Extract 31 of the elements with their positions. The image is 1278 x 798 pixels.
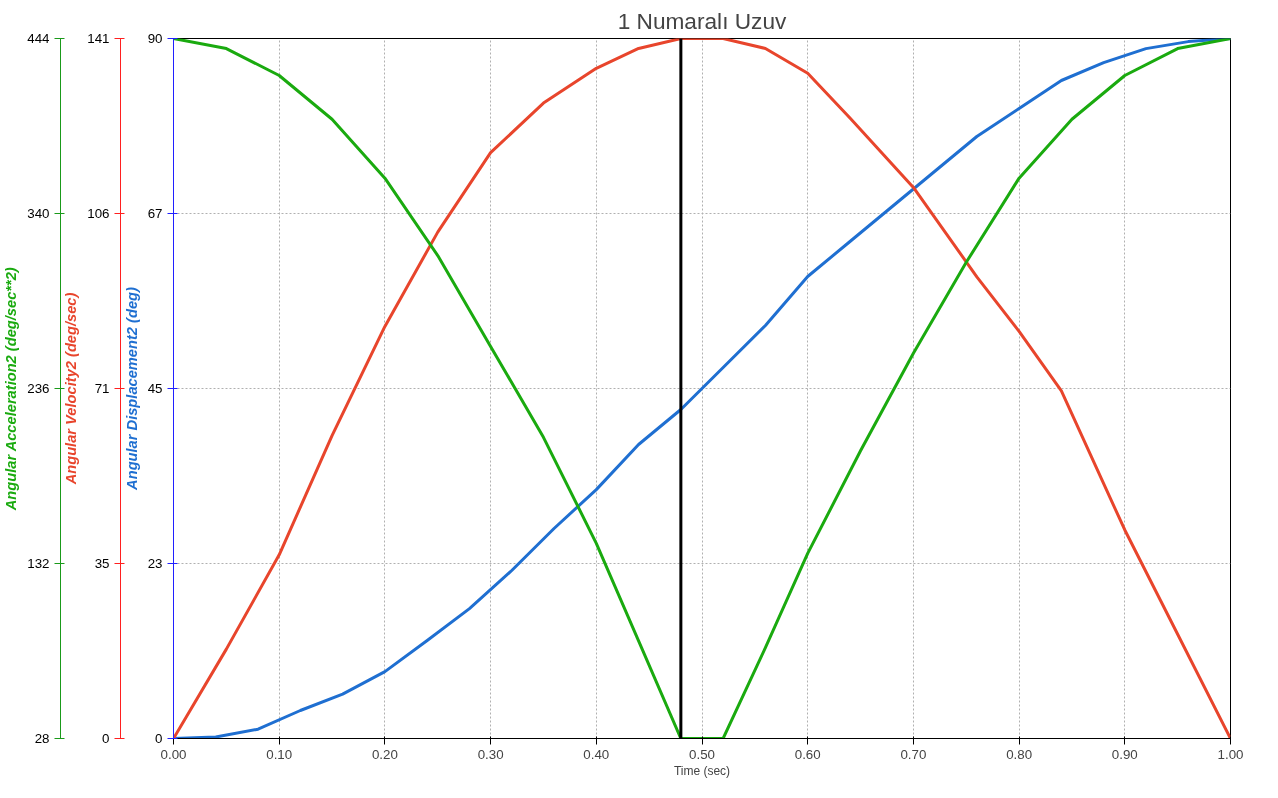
x-tick-label: 1.00 <box>1217 746 1244 762</box>
y2-axis-title: Angular Acceleration2 (deg/sec**2) <box>3 267 20 512</box>
x-tick-label: 0.50 <box>689 746 715 762</box>
y3-tick-label: 35 <box>94 556 110 571</box>
y-axis-title: Angular Displacement2 (deg) <box>123 286 140 491</box>
x-tick-label: 0.60 <box>794 746 821 762</box>
y-tick-label: 45 <box>147 381 163 396</box>
y2-tick-label: 340 <box>27 206 50 221</box>
x-tick-label: 0.00 <box>160 746 187 762</box>
y3-tick-label: 106 <box>87 206 110 221</box>
chart-title: 1 Numaralı Uzuv <box>617 7 788 34</box>
y2-tick-label: 236 <box>27 381 50 396</box>
y-tick-label: 90 <box>147 31 163 46</box>
x-tick-label: 0.30 <box>477 746 504 762</box>
y2-tick-label: 132 <box>27 556 50 571</box>
y3-tick-label: 0 <box>102 731 110 746</box>
x-tick-label: 0.70 <box>900 746 927 762</box>
y3-tick-label: 141 <box>87 31 110 46</box>
y-tick-label: 67 <box>147 206 163 221</box>
y-tick-label: 0 <box>155 731 163 746</box>
x-tick-label: 0.40 <box>583 746 610 762</box>
x-tick-label: 0.80 <box>1006 746 1033 762</box>
x-tick-label: 0.20 <box>371 746 398 762</box>
y2-tick-label: 444 <box>27 31 51 46</box>
y-tick-label: 23 <box>147 556 163 571</box>
x-tick-label: 0.90 <box>1111 746 1138 762</box>
y2-tick-label: 28 <box>34 731 50 746</box>
y3-axis-title: Angular Velocity2 (deg/sec) <box>63 292 80 486</box>
x-axis-title: Time (sec) <box>673 763 731 778</box>
x-tick-label: 0.10 <box>266 746 293 762</box>
y3-tick-label: 71 <box>94 381 110 396</box>
